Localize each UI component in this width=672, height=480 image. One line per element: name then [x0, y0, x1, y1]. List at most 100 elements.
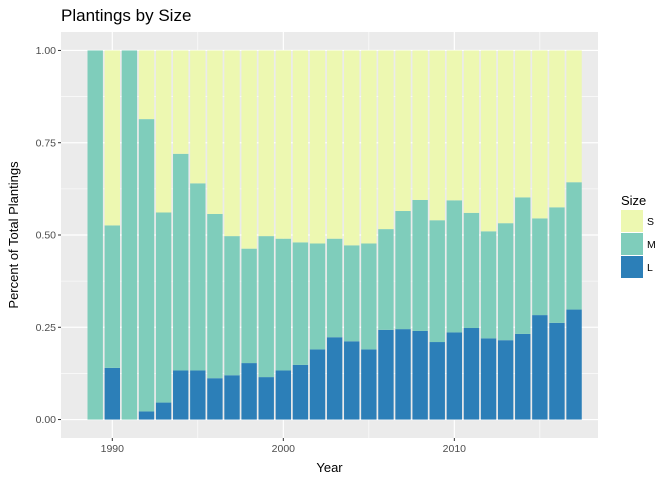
bar-segment-L — [480, 338, 497, 420]
bar-segment-S — [515, 50, 531, 198]
bar-segment-L — [292, 364, 309, 420]
bar-segment-L — [138, 411, 155, 420]
bar-segment-L — [326, 337, 343, 420]
bar-segment-S — [497, 50, 514, 224]
bar-segment-L — [104, 367, 121, 420]
y-axis-title: Percent of Total Plantings — [6, 161, 21, 309]
legend-key-M — [621, 233, 643, 255]
bar-segment-M — [155, 212, 172, 403]
bar-segment-L — [463, 328, 480, 420]
chart-title: Plantings by Size — [61, 6, 191, 25]
bar-segment-L — [532, 315, 548, 420]
bars — [87, 50, 582, 420]
bar-segment-M — [190, 183, 206, 371]
bar-segment-M — [224, 236, 240, 376]
bar-segment-M — [207, 213, 223, 379]
bar-segment-S — [361, 50, 377, 244]
y-tick-label: 0.75 — [36, 137, 57, 149]
legend-key-S — [621, 210, 643, 232]
bar-segment-S — [566, 50, 582, 183]
bar-segment-L — [378, 329, 394, 420]
bar-segment-M — [463, 212, 480, 329]
bar-segment-M — [412, 199, 428, 331]
bar-segment-L — [412, 330, 428, 420]
bar-segment-S — [292, 50, 309, 243]
bar-segment-M — [480, 231, 497, 339]
bar-segment-S — [549, 50, 565, 208]
bar-segment-S — [412, 50, 428, 200]
bar-segment-M — [104, 225, 121, 368]
bar-segment-M — [395, 211, 411, 330]
x-tick-label: 2000 — [272, 443, 296, 455]
bar-segment-S — [480, 50, 497, 232]
y-tick-label: 0.50 — [36, 230, 57, 242]
bar-segment-L — [515, 333, 531, 420]
bar-segment-M — [549, 207, 565, 323]
x-axis-ticks: 1990 2000 2010 — [101, 438, 467, 455]
bar-segment-M — [446, 200, 463, 333]
bar-segment-L — [275, 370, 292, 420]
bar-segment-S — [241, 50, 257, 249]
bar-segment-L — [190, 370, 206, 420]
bar-segment-L — [497, 340, 514, 420]
bar-segment-L — [155, 402, 172, 420]
bar-segment-S — [463, 50, 480, 213]
bar-segment-L — [309, 349, 326, 420]
bar-segment-M — [361, 243, 377, 350]
bar-segment-M — [138, 119, 155, 412]
bar-segment-S — [224, 50, 240, 237]
bar-segment-S — [104, 50, 121, 226]
x-tick-label: 1990 — [101, 443, 125, 455]
bar-segment-M — [566, 182, 582, 310]
bar-segment-M — [275, 238, 292, 371]
y-tick-label: 0.00 — [36, 414, 57, 426]
legend-label-L: L — [647, 262, 653, 274]
bar-segment-L — [429, 342, 445, 420]
bar-segment-S — [532, 50, 548, 219]
legend-title: Size — [621, 193, 646, 208]
bar-segment-M — [497, 223, 514, 341]
y-tick-label: 0.25 — [36, 322, 57, 334]
bar-segment-M — [309, 243, 326, 350]
bar-segment-S — [155, 50, 172, 213]
bar-segment-S — [190, 50, 206, 184]
bar-segment-M — [87, 50, 103, 420]
bar-segment-M — [241, 248, 257, 364]
bar-segment-L — [207, 378, 223, 420]
bar-segment-L — [241, 363, 257, 420]
bar-segment-L — [344, 341, 360, 420]
bar-segment-L — [224, 375, 240, 420]
bar-segment-L — [361, 349, 377, 420]
bar-segment-S — [258, 50, 274, 237]
bar-segment-L — [566, 309, 582, 420]
y-axis-ticks: 0.00 0.25 0.50 0.75 1.00 — [36, 45, 61, 426]
legend-label-S: S — [647, 216, 654, 228]
bar-segment-M — [429, 220, 445, 343]
bar-segment-M — [326, 238, 343, 338]
x-tick-label: 2010 — [443, 443, 467, 455]
bar-segment-M — [292, 242, 309, 365]
legend-label-M: M — [647, 239, 656, 251]
bar-segment-S — [173, 50, 189, 154]
bar-segment-M — [258, 236, 274, 378]
bar-segment-L — [173, 370, 189, 420]
bar-segment-M — [532, 218, 548, 316]
bar-segment-S — [275, 50, 292, 239]
bar-segment-M — [378, 229, 394, 330]
x-axis-title: Year — [316, 460, 343, 475]
legend: Size SML — [621, 193, 656, 278]
bar-segment-L — [549, 322, 565, 420]
legend-items: SML — [621, 210, 656, 278]
bar-segment-S — [429, 50, 445, 221]
bar-segment-S — [344, 50, 360, 246]
bar-segment-M — [515, 197, 531, 334]
bar-segment-S — [446, 50, 463, 201]
bar-segment-M — [121, 50, 138, 420]
bar-segment-S — [138, 50, 155, 120]
bar-segment-L — [258, 377, 274, 420]
legend-key-L — [621, 256, 643, 278]
bar-segment-M — [344, 245, 360, 342]
bar-segment-S — [378, 50, 394, 230]
y-tick-label: 1.00 — [36, 45, 57, 57]
